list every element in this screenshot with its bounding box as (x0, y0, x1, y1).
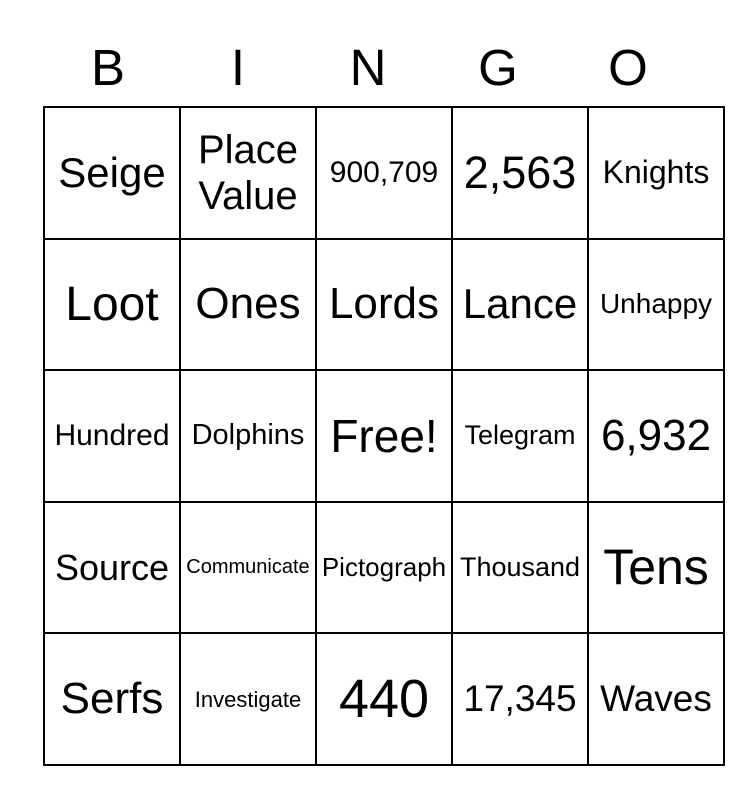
cell-label: 6,932 (600, 410, 712, 460)
cell-label: 2,563 (463, 146, 577, 198)
bingo-row: Seige Place Value 900,709 2,563 Knights (43, 106, 725, 240)
free-cell-label: Free! (330, 409, 438, 462)
bingo-row: Source Communicate Pictograph Thousand T… (43, 500, 725, 635)
header-letter-n: N (349, 38, 387, 96)
cell-label: Waves (600, 677, 712, 719)
bingo-cell[interactable]: Unhappy (587, 237, 725, 372)
bingo-cell[interactable]: Tens (587, 500, 725, 635)
bingo-cell[interactable]: Source (43, 500, 181, 635)
cell-label: Investigate (194, 686, 302, 712)
cell-label: Seige (58, 148, 166, 196)
cell-label: Tens (603, 538, 709, 595)
cell-label: Serfs (60, 673, 164, 723)
cell-label: Communicate (186, 556, 310, 579)
bingo-cell[interactable]: Serfs (43, 632, 181, 766)
bingo-cell[interactable]: Lance (451, 237, 589, 372)
bingo-cell[interactable]: Investigate (179, 632, 317, 766)
cell-label: Lance (462, 280, 578, 328)
cell-label: Source (54, 546, 170, 588)
bingo-cell[interactable]: Ones (179, 237, 317, 372)
bingo-cell[interactable]: 900,709 (315, 106, 453, 240)
cell-label: 440 (338, 669, 430, 730)
cell-label: Loot (65, 277, 159, 331)
bingo-grid: Seige Place Value 900,709 2,563 Knights … (43, 106, 725, 766)
cell-label: Thousand (459, 552, 581, 583)
bingo-cell[interactable]: Lords (315, 237, 453, 372)
bingo-header: B I N G O (43, 36, 693, 98)
header-letter-o: O (608, 38, 648, 96)
bingo-cell[interactable]: Hundred (43, 369, 181, 503)
bingo-cell[interactable]: Seige (43, 106, 181, 240)
bingo-cell-free[interactable]: Free! (315, 369, 453, 503)
cell-label: Lords (328, 279, 440, 329)
header-letter-i: I (230, 38, 246, 96)
cell-label: 17,345 (463, 677, 577, 719)
cell-label: Dolphins (191, 419, 305, 452)
header-letter-b: B (90, 38, 126, 96)
cell-label: Hundred (54, 418, 170, 452)
cell-label: Knights (602, 154, 710, 191)
bingo-cell[interactable]: 2,563 (451, 106, 589, 240)
bingo-cell[interactable]: Telegram (451, 369, 589, 503)
bingo-cell[interactable]: Thousand (451, 500, 589, 635)
bingo-cell[interactable]: 440 (315, 632, 453, 766)
bingo-cell[interactable]: Waves (587, 632, 725, 766)
bingo-cell[interactable]: Dolphins (179, 369, 317, 503)
bingo-row: Hundred Dolphins Free! Telegram 6,932 (43, 369, 725, 503)
cell-label: 900,709 (329, 155, 439, 189)
bingo-cell[interactable]: 17,345 (451, 632, 589, 766)
bingo-cell[interactable]: Knights (587, 106, 725, 240)
bingo-cell[interactable]: Place Value (179, 106, 317, 240)
bingo-cell[interactable]: Communicate (179, 500, 317, 635)
header-letter-g: G (478, 38, 518, 96)
cell-label: Pictograph (321, 551, 447, 582)
bingo-cell[interactable]: Loot (43, 237, 181, 372)
cell-label: Unhappy (599, 288, 713, 320)
bingo-row: Serfs Investigate 440 17,345 Waves (43, 632, 725, 766)
cell-label: Telegram (464, 420, 576, 451)
bingo-cell[interactable]: 6,932 (587, 369, 725, 503)
cell-label: Place Value (197, 127, 299, 218)
cell-label: Ones (195, 279, 301, 329)
bingo-row: Loot Ones Lords Lance Unhappy (43, 237, 725, 372)
bingo-cell[interactable]: Pictograph (315, 500, 453, 635)
